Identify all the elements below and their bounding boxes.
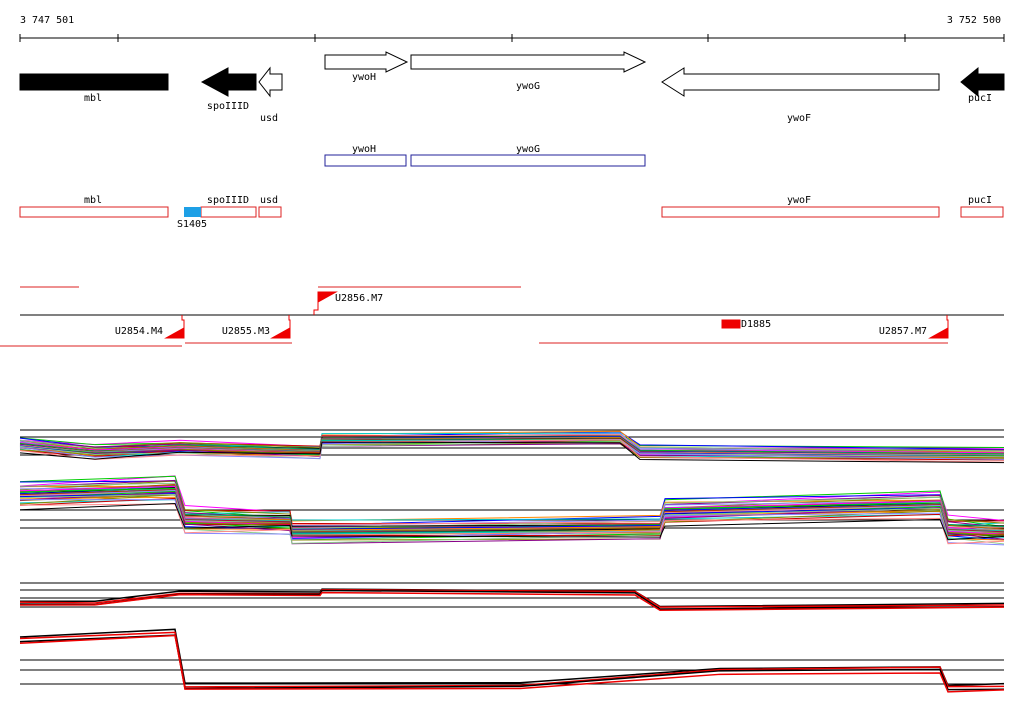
axis-end: 3 752 500 (947, 15, 1001, 26)
transcript-label: ywoG (516, 144, 540, 155)
gene-label: usd (260, 113, 278, 124)
annotation-label: ywoF (787, 195, 811, 206)
annotation-label: S1405 (177, 219, 207, 230)
regulatory-label: U2854.M4 (115, 326, 163, 337)
gene-arrows (19, 51, 1005, 98)
expression-profile (19, 503, 1005, 545)
annotation-label: mbl (84, 195, 102, 206)
regulatory-marks (164, 291, 949, 339)
expression-profile (19, 502, 1005, 541)
regulatory-label: U2855.M3 (222, 326, 270, 337)
annotation-label: usd (260, 195, 278, 206)
regulatory-lines (0, 286, 948, 347)
expression-profile (19, 634, 1005, 691)
regulatory-label: D1885 (741, 319, 771, 330)
axis-start: 3 747 501 (20, 15, 74, 26)
gene-label: pucI (968, 93, 992, 104)
regulatory-label: U2857.M7 (879, 326, 927, 337)
annotation-label: pucI (968, 195, 992, 206)
axis (19, 34, 1005, 42)
transcript-boxes (324, 154, 646, 167)
gene-label: ywoH (352, 72, 376, 83)
expression-profile (19, 491, 1005, 545)
regulatory-label: U2856.M7 (335, 293, 383, 304)
feature-box (184, 207, 201, 217)
expression-profile (19, 628, 1005, 687)
annotation-boxes (19, 206, 1004, 218)
expression-profile (19, 493, 1005, 545)
gene-label: mbl (84, 93, 102, 104)
gene-label: spoIIID (207, 101, 249, 112)
expression-profile (19, 485, 1005, 532)
expression-profile (19, 441, 1005, 464)
expression-profile (19, 634, 1005, 693)
gene-label: ywoG (516, 81, 540, 92)
expression-tracks (19, 429, 1005, 693)
gene-label: ywoF (787, 113, 811, 124)
transcript-label: ywoH (352, 144, 376, 155)
annotation-label: spoIIID (207, 195, 249, 206)
expression-profile (19, 591, 1005, 612)
